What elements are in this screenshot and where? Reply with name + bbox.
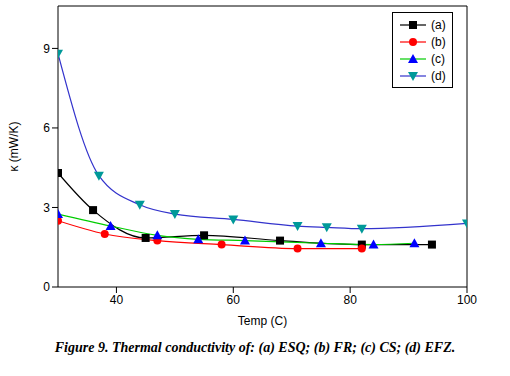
html-text:Figure 9. Thermal conductivity: Figure 9. Thermal conductivity of: (a) E…: [54, 340, 456, 355]
svg-text:Temp (C): Temp (C): [238, 314, 287, 328]
svg-text:3: 3: [43, 201, 50, 215]
svg-text:κ (mW/K): κ (mW/K): [8, 122, 21, 172]
svg-text:80: 80: [343, 293, 357, 307]
svg-text:100: 100: [457, 293, 477, 307]
svg-text:40: 40: [110, 293, 124, 307]
html-text:(c): (c): [431, 51, 445, 66]
svg-text:60: 60: [227, 293, 241, 307]
svg-text:6: 6: [43, 121, 50, 135]
svg-text:0: 0: [43, 280, 50, 294]
html-text:(b): (b): [431, 34, 446, 49]
html-text:(a): (a): [431, 17, 446, 32]
svg-text:9: 9: [43, 42, 50, 56]
html-text:(d): (d): [431, 68, 446, 83]
